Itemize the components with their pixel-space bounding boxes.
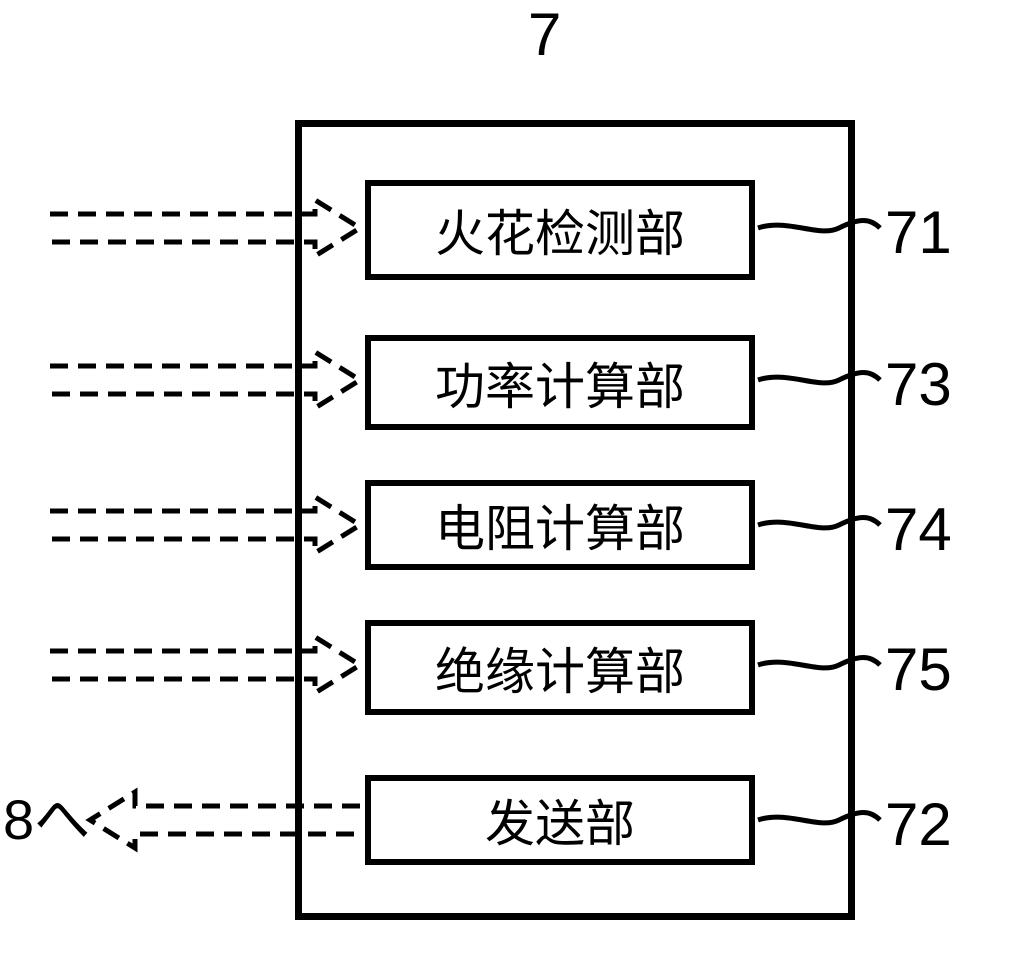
block-label-send: 发送部 (485, 784, 635, 856)
block-power-calc: 功率计算部 (365, 335, 755, 430)
ref-label-72: 72 (885, 790, 952, 859)
ref-label-75: 75 (885, 635, 952, 704)
block-spark-detect: 火花检测部 (365, 180, 755, 280)
ref-label-71: 71 (885, 198, 952, 267)
block-label-spark-detect: 火花检测部 (435, 194, 685, 266)
block-label-power-calc: 功率计算部 (435, 347, 685, 419)
block-send: 发送部 (365, 775, 755, 865)
ref-label-73: 73 (885, 350, 952, 419)
block-insul-calc: 绝缘计算部 (365, 620, 755, 715)
block-label-resist-calc: 电阻计算部 (435, 489, 685, 561)
block-diagram: 7 8へ 火花检测部功率计算部电阻计算部绝缘计算部发送部 7173747572 (0, 0, 1011, 974)
block-label-insul-calc: 绝缘计算部 (435, 632, 685, 704)
ref-label-74: 74 (885, 495, 952, 564)
block-resist-calc: 电阻计算部 (365, 480, 755, 570)
